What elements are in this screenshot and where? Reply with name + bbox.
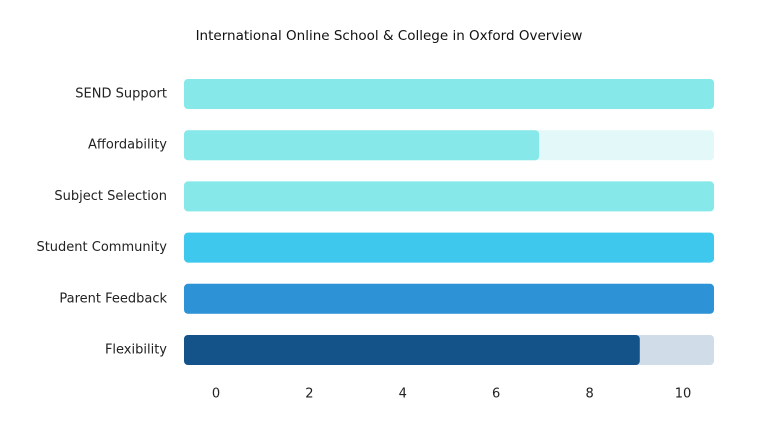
x-tick-label: 2 (305, 387, 313, 402)
y-tick-label: Subject Selection (54, 189, 167, 204)
x-tick-label: 4 (399, 387, 407, 402)
x-tick-label: 6 (492, 387, 500, 402)
y-tick-label: Student Community (36, 240, 167, 255)
y-tick-label: Affordability (88, 138, 167, 153)
bar (184, 283, 714, 314)
bar (184, 335, 640, 365)
x-tick-label: 0 (212, 387, 220, 402)
x-tick-label: 8 (585, 387, 593, 402)
chart-title: International Online School & College in… (196, 28, 583, 44)
x-tick-label: 10 (675, 387, 692, 402)
y-tick-label: Flexibility (105, 343, 167, 358)
bar (184, 79, 714, 109)
bar (184, 130, 540, 161)
bar (184, 232, 714, 263)
y-tick-label: SEND Support (75, 87, 167, 102)
bar (184, 181, 714, 212)
y-tick-label: Parent Feedback (59, 291, 167, 306)
